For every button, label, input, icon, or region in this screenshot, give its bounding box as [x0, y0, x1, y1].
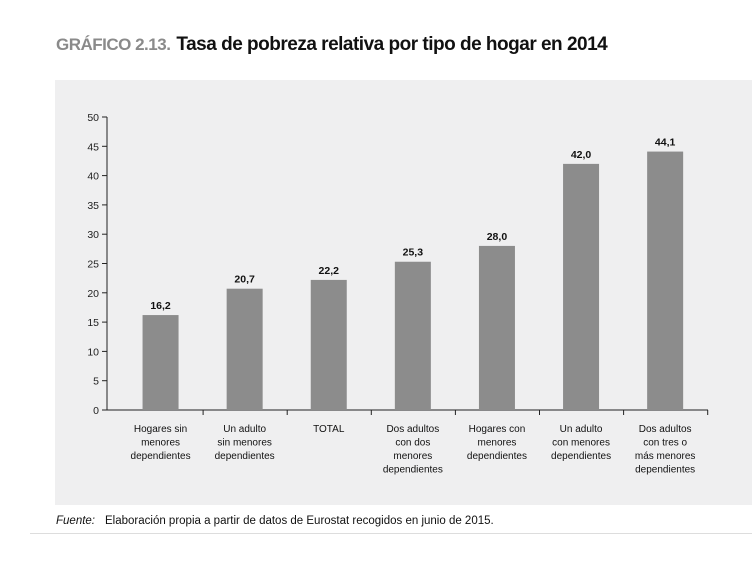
- category-label-line: menores: [477, 438, 516, 449]
- y-tick-label: 20: [87, 288, 99, 300]
- bar: [563, 163, 600, 410]
- category-label-line: dependientes: [635, 465, 695, 476]
- y-tick-label: 50: [87, 112, 99, 124]
- y-tick-label: 10: [87, 346, 99, 358]
- bar: [142, 315, 179, 410]
- y-tick-label: 25: [87, 259, 99, 271]
- category-label-line: sin menores: [217, 438, 271, 449]
- category-label: Dos adultos con tres o más menores dependie…: [635, 424, 696, 476]
- category-label: Hogares con menores dependientes: [467, 424, 527, 462]
- y-tick-label: 35: [87, 200, 99, 212]
- bar: [478, 245, 515, 410]
- bar: [394, 261, 431, 410]
- category-label-line: menores: [393, 451, 432, 462]
- data-label: 42,0: [571, 149, 592, 161]
- category-label-line: menores: [141, 438, 180, 449]
- category-label-line: con menores: [552, 438, 610, 449]
- category-label: Hogares sin menores dependientes: [131, 424, 191, 462]
- data-label: 16,2: [150, 300, 171, 312]
- data-label: 28,0: [487, 231, 508, 243]
- category-label: Un adulto sin menores dependientes: [215, 424, 275, 462]
- title-text: Tasa de pobreza relativa por tipo de hog…: [176, 34, 608, 55]
- category-label-line: dependientes: [215, 451, 275, 462]
- category-label-line: Dos adultos: [639, 424, 692, 435]
- source-note: Fuente: Elaboración propia a partir de da…: [56, 515, 494, 527]
- y-tick-label: 30: [87, 229, 99, 241]
- bar: [647, 151, 684, 410]
- category-label-line: más menores: [635, 451, 696, 462]
- category-label-line: dependientes: [551, 451, 611, 462]
- category-label: Dos adultos con dos menores dependientes: [383, 424, 443, 476]
- chart-title: GRÁFICO 2.13. Tasa de pobreza relativa po…: [56, 34, 608, 56]
- category-label-line: Hogares sin: [134, 424, 187, 435]
- category-label-line: Un adulto: [560, 424, 603, 435]
- data-label: 25,3: [403, 247, 424, 259]
- bar: [226, 288, 263, 410]
- category-label-line: Un adulto: [223, 424, 266, 435]
- source-text: Elaboración propia a partir de datos de …: [105, 515, 494, 527]
- source-label: Fuente:: [56, 515, 95, 527]
- data-label: 22,2: [319, 265, 340, 277]
- category-label: Un adulto con menores dependientes: [551, 424, 611, 462]
- category-label-line: dependientes: [467, 451, 527, 462]
- category-label-line: dependientes: [383, 465, 443, 476]
- y-tick-label: 0: [93, 405, 99, 417]
- divider: [30, 533, 752, 534]
- y-tick-label: 5: [93, 376, 99, 388]
- category-label-line: Hogares con: [469, 424, 526, 435]
- category-label-line: Dos adultos: [386, 424, 439, 435]
- data-label: 44,1: [655, 137, 676, 149]
- data-label: 20,7: [234, 274, 255, 286]
- category-label-line: dependientes: [131, 451, 191, 462]
- bar: [310, 279, 347, 410]
- category-label-line: TOTAL: [313, 424, 345, 435]
- category-label-line: con dos: [395, 438, 430, 449]
- y-tick-label: 40: [87, 171, 99, 183]
- y-tick-label: 45: [87, 141, 99, 153]
- y-tick-label: 15: [87, 317, 99, 329]
- category-label-line: con tres o: [643, 438, 687, 449]
- figure-number: GRÁFICO 2.13.: [56, 35, 171, 54]
- category-label: TOTAL: [313, 424, 345, 435]
